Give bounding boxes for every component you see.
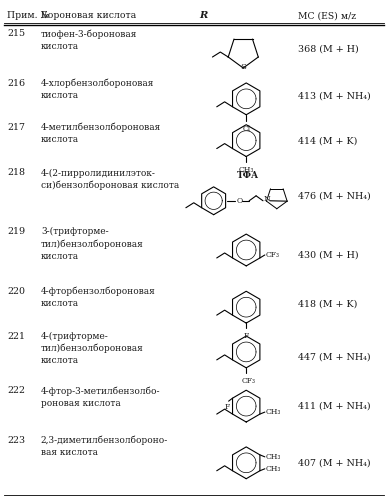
Text: 222: 222 <box>7 386 25 395</box>
Text: S: S <box>240 63 246 71</box>
Text: 430 (M + H): 430 (M + H) <box>298 250 358 259</box>
Text: 476 (M + NH₄): 476 (M + NH₄) <box>298 191 370 200</box>
Text: F: F <box>244 332 249 340</box>
Text: CH₃: CH₃ <box>266 453 281 461</box>
Text: 4-(трифторме-
тил)бензолбороновая
кислота: 4-(трифторме- тил)бензолбороновая кислот… <box>41 331 143 365</box>
Text: 418 (M + K): 418 (M + K) <box>298 300 357 309</box>
Text: 217: 217 <box>7 123 25 132</box>
Text: CF₃: CF₃ <box>266 251 280 259</box>
Text: 3-(трифторме-
тил)бензолбороновая
кислота: 3-(трифторме- тил)бензолбороновая кислот… <box>41 227 143 260</box>
Text: 4-хлорбензолбороновая
кислота: 4-хлорбензолбороновая кислота <box>41 79 154 100</box>
Text: CF₃: CF₃ <box>241 377 255 385</box>
Text: 4-фторбензолбороновая
кислота: 4-фторбензолбороновая кислота <box>41 287 156 308</box>
Text: 219: 219 <box>7 227 25 236</box>
Text: 4-(2-пирролидинилэток-
си)бензолбороновая кислота: 4-(2-пирролидинилэток- си)бензолборонова… <box>41 169 179 190</box>
Text: CH₃: CH₃ <box>266 465 281 473</box>
Text: 4-фтор-3-метилбензолбо-
роновая кислота: 4-фтор-3-метилбензолбо- роновая кислота <box>41 386 160 408</box>
Text: 411 (M + NH₄): 411 (M + NH₄) <box>298 402 370 411</box>
Text: CH₃: CH₃ <box>239 167 254 175</box>
Text: ТФА: ТФА <box>237 172 259 181</box>
Text: Cl: Cl <box>242 125 250 133</box>
Text: МС (ES) м/z: МС (ES) м/z <box>298 11 356 20</box>
Text: 447 (M + NH₄): 447 (M + NH₄) <box>298 352 370 361</box>
Text: 2,3-диметилбензолбороно-
вая кислота: 2,3-диметилбензолбороно- вая кислота <box>41 436 168 457</box>
Text: N: N <box>264 195 271 203</box>
Text: 368 (M + H): 368 (M + H) <box>298 44 358 53</box>
Text: 407 (M + NH₄): 407 (M + NH₄) <box>298 458 370 467</box>
Text: F: F <box>225 403 230 411</box>
Text: 216: 216 <box>7 79 25 88</box>
Text: 413 (M + NH₄): 413 (M + NH₄) <box>298 91 370 100</box>
Text: R: R <box>199 11 207 20</box>
Text: 414 (M + K): 414 (M + K) <box>298 136 357 145</box>
Text: тиофен-3-бороновая
кислота: тиофен-3-бороновая кислота <box>41 29 137 50</box>
Text: 223: 223 <box>7 436 25 445</box>
Text: Прим. №: Прим. № <box>7 11 50 20</box>
Text: 221: 221 <box>7 331 25 340</box>
Text: 215: 215 <box>7 29 25 38</box>
Text: O: O <box>236 197 242 205</box>
Text: Бороновая кислота: Бороновая кислота <box>41 11 136 20</box>
Text: CH₃: CH₃ <box>266 408 281 416</box>
Text: 220: 220 <box>7 287 25 296</box>
Text: 4-метилбензолбороновая
кислота: 4-метилбензолбороновая кислота <box>41 123 161 144</box>
Text: 218: 218 <box>7 169 25 178</box>
